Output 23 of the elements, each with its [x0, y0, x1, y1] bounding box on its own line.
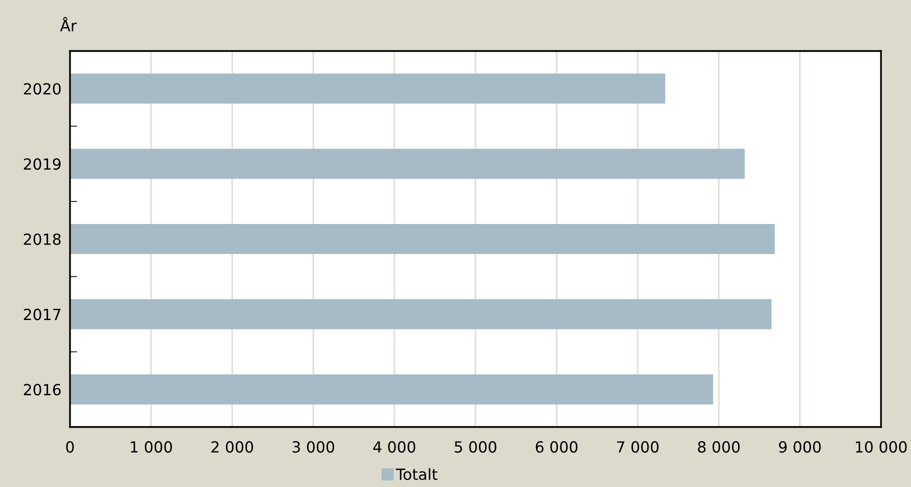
y-tick-label: 2018: [24, 233, 61, 246]
y-tick-label: 2016: [24, 384, 61, 396]
x-tick-label: 6 000: [536, 441, 578, 453]
y-tick-label: 2020: [24, 83, 61, 95]
x-tick-label: 7 000: [617, 441, 659, 453]
x-tick-label: 5 000: [454, 441, 496, 453]
x-tick-label: 0: [66, 441, 74, 453]
bar: [70, 374, 714, 404]
legend-label: Totalt: [396, 468, 438, 480]
bar: [70, 74, 666, 104]
y-tick-label: 2017: [24, 308, 60, 320]
y-tick-label: 2019: [24, 158, 61, 170]
x-tick-label: 8 000: [698, 441, 740, 453]
y-axis-title: År: [60, 17, 77, 32]
bar: [70, 148, 745, 179]
x-tick-label: 2 000: [211, 441, 254, 453]
x-tick-label: 4 000: [373, 441, 416, 453]
bar: [70, 299, 772, 330]
bar: [70, 224, 775, 254]
x-tick-label: 1 000: [130, 441, 172, 453]
x-tick-label: 9 000: [778, 441, 821, 453]
x-tick-label: 10 000: [856, 441, 907, 453]
x-tick-label: 3 000: [292, 441, 334, 453]
